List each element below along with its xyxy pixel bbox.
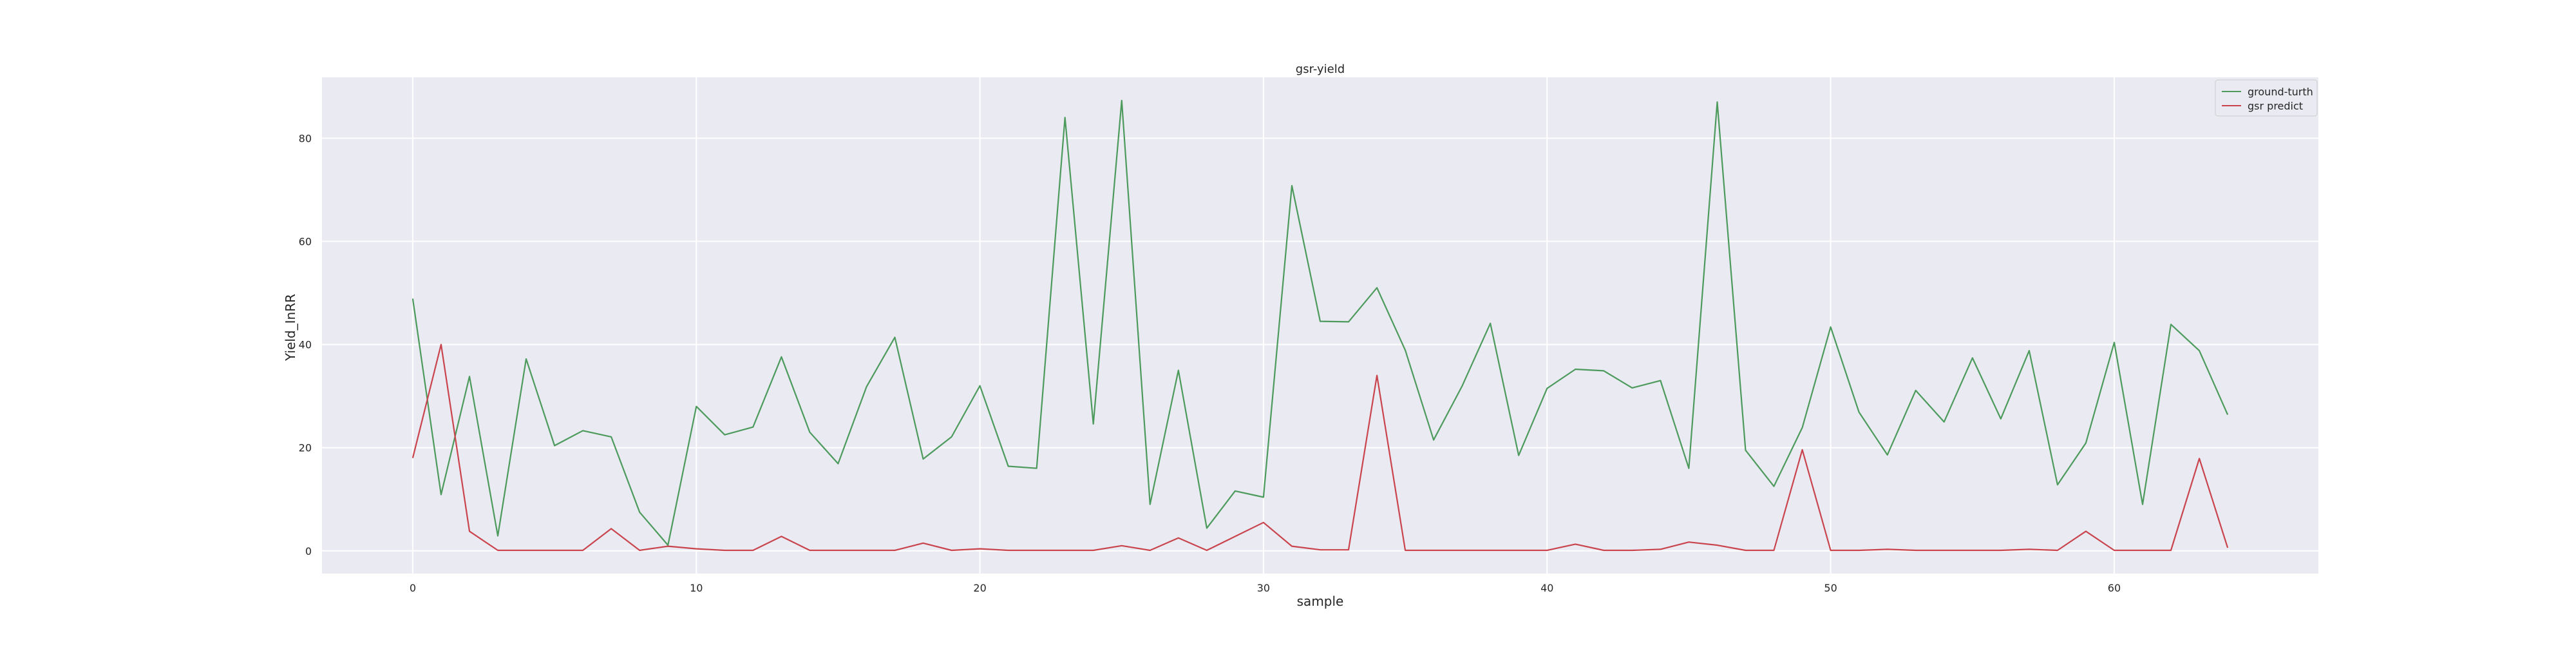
- legend-label-gsr-predict: gsr predict: [2248, 100, 2303, 112]
- plot-area: [322, 77, 2318, 574]
- chart-title: gsr-yield: [1296, 63, 1345, 76]
- series-line-gsr-predict: [412, 343, 2229, 552]
- legend-label-ground-turth: ground-turth: [2248, 86, 2313, 98]
- x-tick-label: 50: [1824, 582, 1837, 594]
- tick-labels: 0 10 20 30 40 50 60 0 20 40 60 80: [299, 132, 2121, 594]
- x-tick-label: 40: [1540, 582, 1553, 594]
- x-axis-label: sample: [1297, 594, 1344, 609]
- series-line-ground-turth: [412, 99, 2229, 546]
- y-tick-label: 20: [299, 442, 312, 454]
- x-tick-label: 60: [2108, 582, 2121, 594]
- grid-lines: [322, 77, 2318, 574]
- y-tick-label: 0: [305, 545, 312, 557]
- legend: ground-turth gsr predict: [2215, 79, 2318, 117]
- y-axis-label: Yield_InRR: [283, 294, 298, 362]
- y-tick-label: 80: [299, 132, 312, 144]
- y-tick-label: 60: [299, 236, 312, 248]
- x-tick-label: 0: [410, 582, 416, 594]
- series-lines: [412, 99, 2229, 552]
- x-tick-label: 30: [1257, 582, 1270, 594]
- x-tick-label: 10: [690, 582, 703, 594]
- x-tick-label: 20: [973, 582, 986, 594]
- y-tick-label: 40: [299, 339, 312, 351]
- legend-box: [2215, 79, 2318, 117]
